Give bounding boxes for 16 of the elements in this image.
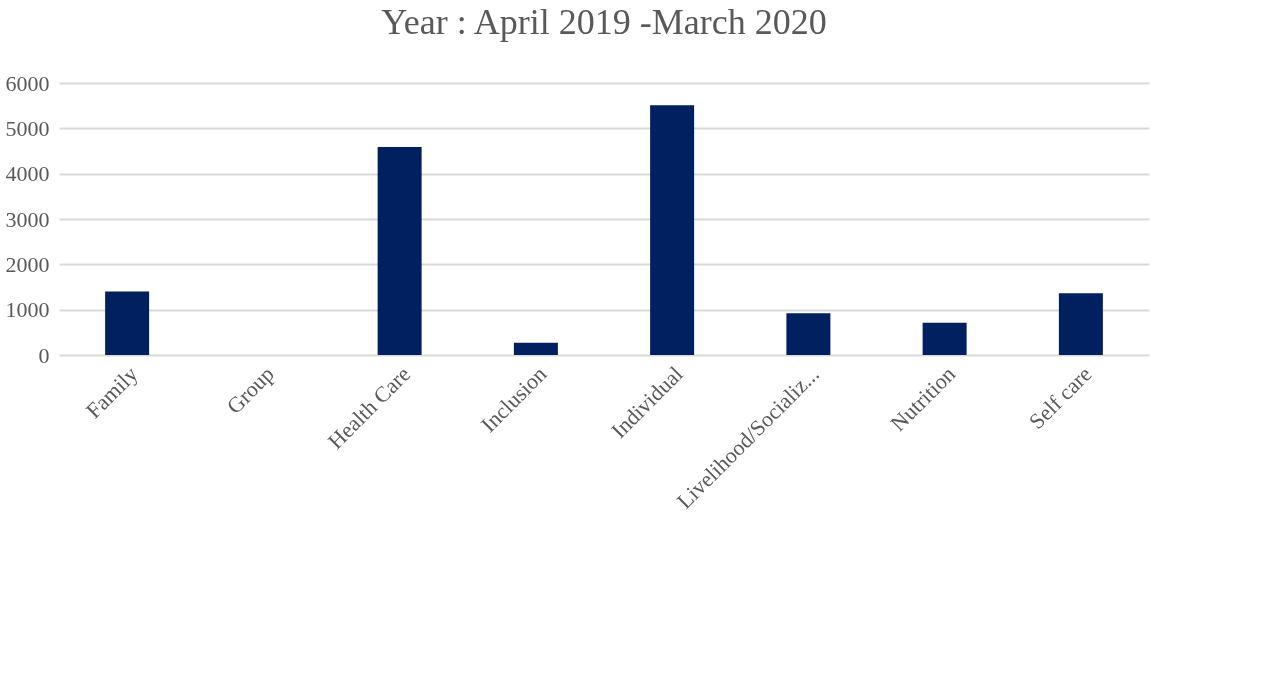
bar xyxy=(105,291,150,355)
y-tick-label: 6000 xyxy=(5,70,50,96)
y-tick-label: 4000 xyxy=(5,161,50,187)
bar xyxy=(922,322,967,355)
bar xyxy=(513,342,558,355)
bar xyxy=(1058,293,1103,355)
bar xyxy=(786,313,831,355)
y-tick-label: 0 xyxy=(38,342,50,368)
y-tick-label: 2000 xyxy=(5,251,50,277)
chart-title: Year : April 2019 -March 2020 xyxy=(381,2,827,42)
bar xyxy=(377,146,422,355)
y-tick-label: 5000 xyxy=(5,115,50,141)
bar xyxy=(650,105,695,355)
y-tick-label: 3000 xyxy=(5,206,50,232)
y-tick-label: 1000 xyxy=(5,297,50,323)
x-tick-label: Self care xyxy=(1023,361,1097,434)
